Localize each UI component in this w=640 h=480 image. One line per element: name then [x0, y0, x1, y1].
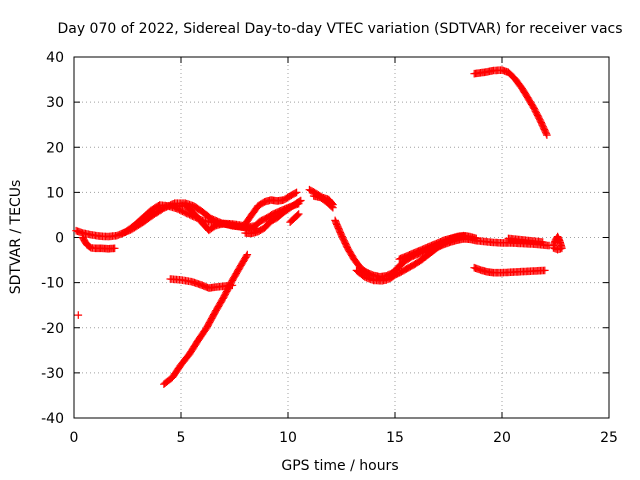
axis-ticks	[73, 56, 610, 419]
grid-lines	[74, 57, 609, 418]
series-track-s	[549, 232, 566, 254]
data-point	[472, 234, 481, 243]
y-tick-label: -10	[41, 276, 64, 292]
data-point	[543, 131, 551, 139]
data-point	[243, 250, 252, 259]
data-point	[329, 203, 337, 212]
data-point	[538, 238, 547, 246]
x-tick-label: 20	[493, 430, 511, 446]
series-track-q	[470, 66, 551, 139]
series-track-g	[241, 196, 305, 238]
data-point	[541, 266, 549, 275]
x-tick-label: 15	[386, 430, 404, 446]
data-point	[292, 188, 301, 197]
y-tick-label: -40	[41, 411, 64, 427]
x-axis-label: GPS time / hours	[281, 458, 398, 474]
data-point	[294, 210, 303, 218]
y-tick-labels: -40 -30 -20 -10 0 10 20 30 40	[41, 50, 64, 427]
data-point	[549, 244, 558, 252]
chart-title: Day 070 of 2022, Sidereal Day-to-day VTE…	[57, 21, 622, 37]
y-tick-label: 20	[46, 140, 64, 156]
series-track-h	[241, 188, 301, 228]
series-track-o	[395, 231, 481, 263]
series-track-d	[78, 233, 119, 253]
y-tick-label: -20	[41, 321, 64, 337]
data-point	[328, 202, 336, 211]
series-track-r	[504, 234, 547, 246]
data-point	[293, 211, 302, 219]
series-track-i	[250, 199, 303, 231]
data-point	[74, 311, 83, 319]
data-point	[542, 129, 551, 138]
series-track-e	[160, 250, 252, 388]
series-track-l	[309, 192, 337, 212]
y-tick-label: 0	[55, 231, 64, 247]
x-tick-label: 0	[70, 430, 79, 446]
series-track-c	[172, 201, 249, 235]
data-point	[110, 244, 119, 253]
x-tick-label: 5	[177, 430, 186, 446]
y-axis-label: SDTVAR / TECUs	[8, 180, 24, 295]
x-tick-label: 25	[600, 430, 618, 446]
data-point	[242, 252, 251, 260]
series-track-p	[470, 263, 549, 277]
y-tick-label: 30	[46, 95, 64, 111]
x-tick-labels: 0 5 10 15 20 25	[70, 430, 618, 446]
series-track-t	[74, 311, 83, 319]
series-track-j	[286, 210, 303, 226]
x-tick-label: 10	[279, 430, 297, 446]
data-point	[291, 189, 300, 197]
y-tick-label: 10	[46, 185, 64, 201]
data-series	[72, 66, 566, 388]
data-point	[228, 281, 237, 290]
y-tick-label: 40	[46, 50, 64, 66]
y-tick-label: -30	[41, 366, 64, 382]
series-track-f	[166, 275, 237, 292]
data-point	[294, 199, 303, 208]
